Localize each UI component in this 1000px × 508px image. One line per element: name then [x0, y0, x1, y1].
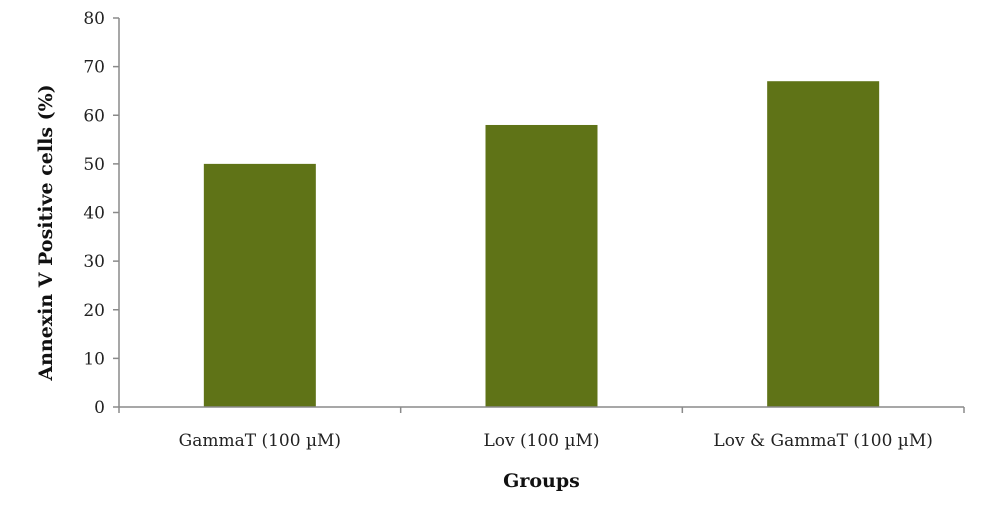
x-axis-title: Groups [503, 470, 580, 492]
bar [203, 163, 316, 407]
y-tick-label: 20 [83, 301, 105, 321]
x-axis-ticks: GammaT (100 µM) Lov (100 µM) Lov & GammaT … [118, 407, 965, 451]
y-tick-label: 60 [83, 106, 105, 126]
bar [485, 124, 598, 407]
y-tick-label: 30 [83, 252, 105, 272]
y-tick-label: 50 [83, 155, 105, 175]
y-tick-label: 70 [83, 58, 105, 78]
bar-series [203, 81, 880, 408]
x-tick-label: Lov (100 µM) [483, 431, 599, 451]
x-tick-label: Lov & GammaT (100 µM) [713, 431, 932, 451]
y-axis-title: Annexin V Positive cells (%) [35, 84, 57, 381]
y-tick-label: 80 [83, 9, 105, 29]
y-tick-label: 40 [83, 204, 105, 224]
bar [767, 81, 880, 408]
y-tick-label: 10 [83, 349, 105, 369]
y-axis-ticks: 0 10 20 30 40 50 60 70 80 [83, 9, 119, 418]
y-tick-label: 0 [94, 398, 105, 418]
x-tick-label: GammaT (100 µM) [179, 431, 341, 451]
